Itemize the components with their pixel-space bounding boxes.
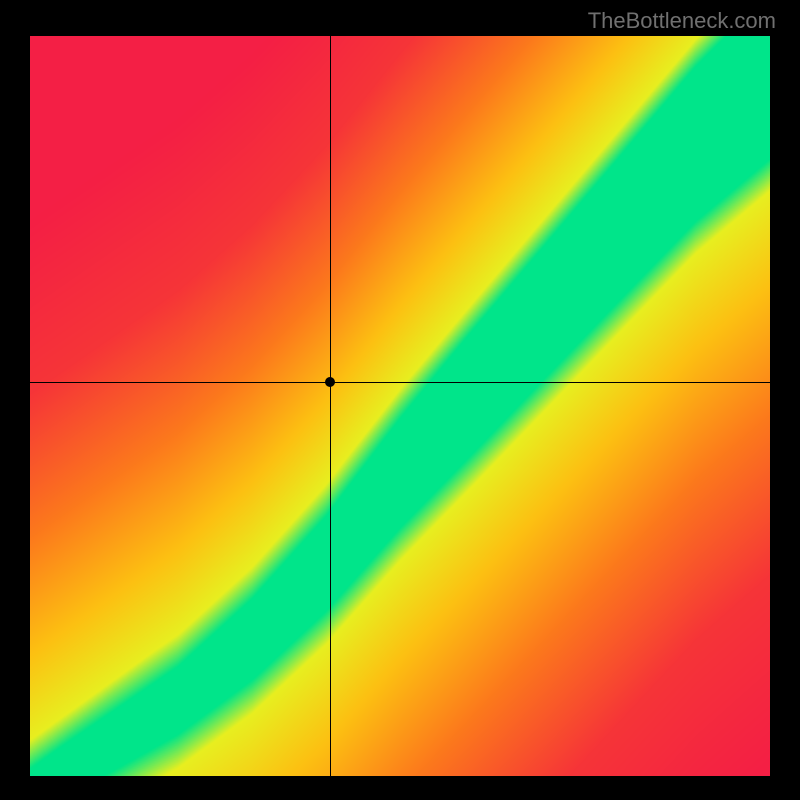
- crosshair-vertical: [330, 36, 331, 776]
- heatmap-plot: [30, 36, 770, 776]
- heatmap-canvas: [30, 36, 770, 776]
- marker-dot: [325, 377, 335, 387]
- crosshair-horizontal: [30, 382, 770, 383]
- watermark-text: TheBottleneck.com: [588, 8, 776, 34]
